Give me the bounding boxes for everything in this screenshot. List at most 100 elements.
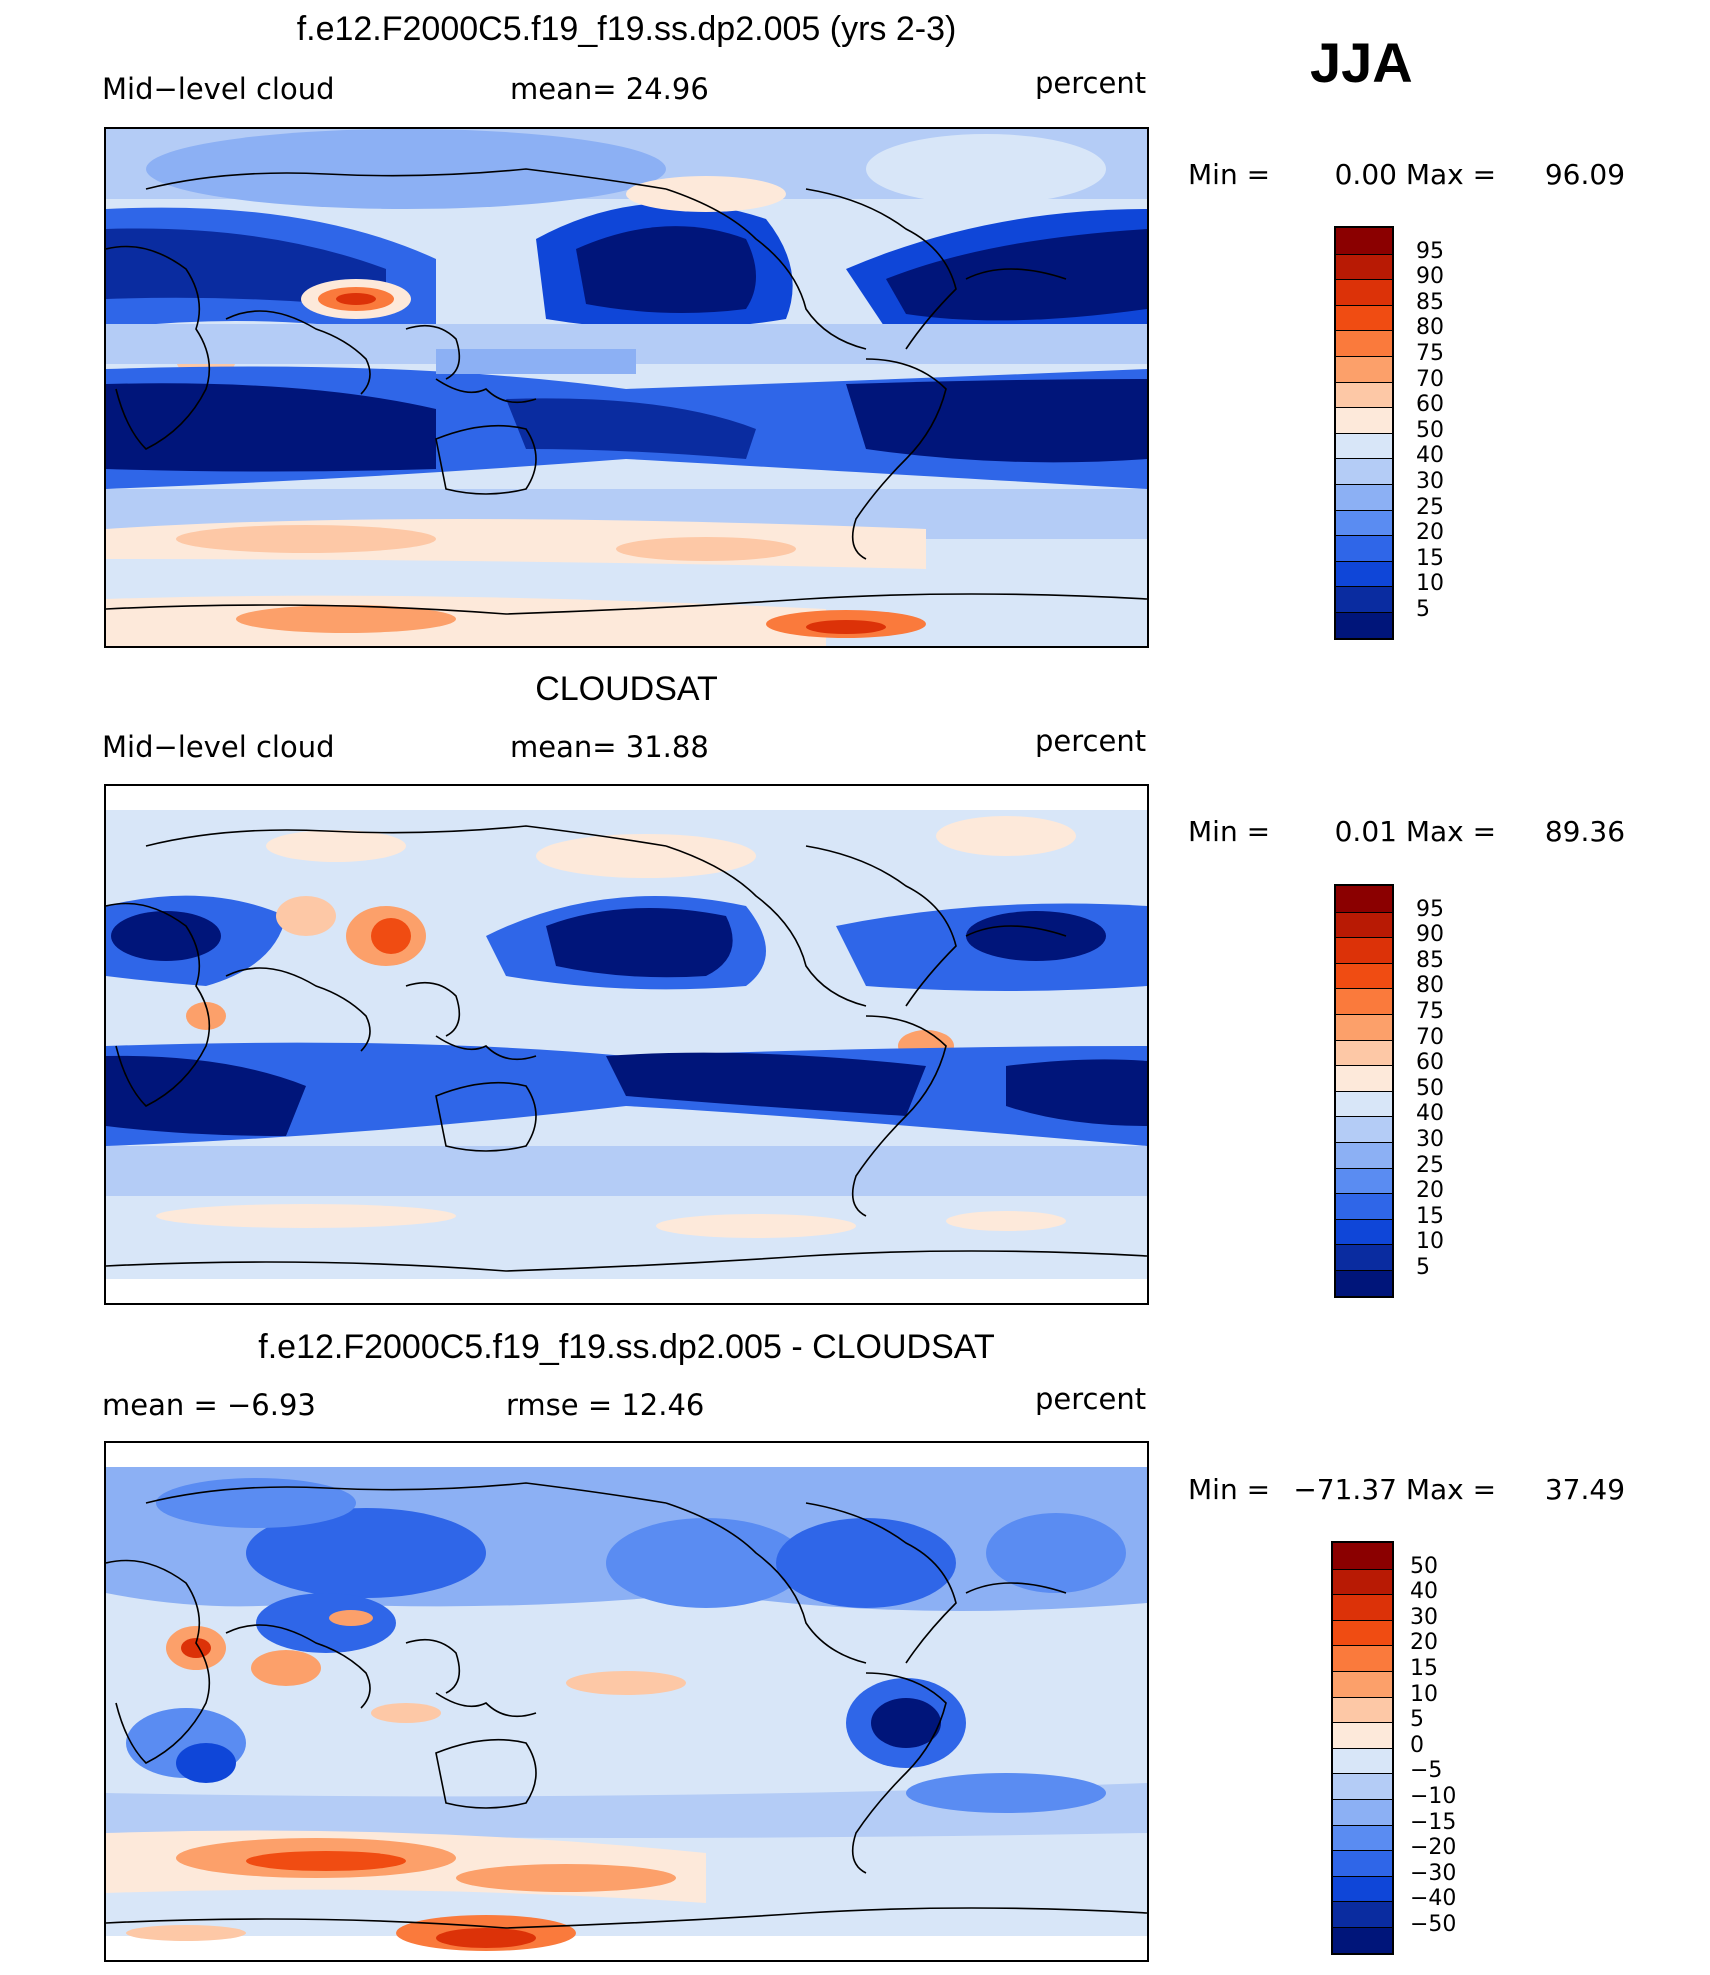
colorbar-tick-label: 70 (1416, 366, 1444, 392)
panel-1-max-value: 96.09 (1544, 158, 1626, 191)
panel-2-variable-label: Mid−level cloud (102, 730, 335, 764)
colorbar-tick-label: 50 (1410, 1553, 1438, 1579)
panel-3-map (104, 1441, 1149, 1962)
colorbar-tick-label: 70 (1416, 1024, 1444, 1050)
colorbar-tick-label: 10 (1410, 1681, 1438, 1707)
colorbar-tick-label: 15 (1416, 545, 1444, 571)
colorbar-swatch (1336, 962, 1392, 989)
panel-2-title: CLOUDSAT (535, 670, 718, 708)
colorbar-tick-label: 85 (1416, 947, 1444, 973)
colorbar-swatch (1336, 458, 1392, 484)
panel-2-minmax: Min = 0.01 Max = 89.36 (1188, 815, 1625, 848)
panel-1-map (104, 127, 1149, 648)
colorbar-tick-label: 10 (1416, 1229, 1444, 1255)
colorbar-tick-label: 95 (1416, 896, 1444, 922)
colorbar-swatch (1333, 1696, 1392, 1723)
colorbar-tick-label: 15 (1410, 1656, 1438, 1681)
colorbar-tick-label: −30 (1410, 1860, 1457, 1886)
colorbar-tick-label: 80 (1416, 315, 1444, 341)
panel-1-variable-label: Mid−level cloud (102, 72, 335, 106)
panel-3-map-svg (106, 1443, 1147, 1960)
colorbar-swatch (1336, 535, 1392, 561)
colorbar-swatch (1333, 1594, 1392, 1620)
panel-3-units-label: percent (1035, 1382, 1147, 1416)
season-label: JJA (1310, 31, 1413, 94)
panel-3-max-label: Max = (1405, 1473, 1497, 1506)
colorbar-swatch (1336, 937, 1392, 963)
colorbar-swatch (1333, 1568, 1392, 1595)
colorbar-swatch (1336, 509, 1392, 536)
panel-2-mean-label: mean= 31.88 (510, 730, 709, 764)
colorbar-tick-label: −20 (1410, 1835, 1457, 1861)
colorbar-tick-label: 75 (1416, 341, 1444, 366)
panel-1-map-svg (106, 129, 1147, 646)
panel-1-max-label: Max = (1405, 158, 1497, 191)
colorbar-tick-label: 20 (1410, 1630, 1438, 1656)
colorbar-swatch (1336, 1090, 1392, 1117)
colorbar-tick-label: −10 (1410, 1784, 1457, 1809)
colorbar-swatch (1336, 1013, 1392, 1040)
colorbar-tick-label: 50 (1416, 417, 1444, 443)
panel-3-mean-label: mean = −6.93 (102, 1388, 316, 1422)
colorbar-tick-label: 5 (1410, 1707, 1424, 1733)
colorbar-swatch (1333, 1722, 1392, 1748)
colorbar-swatch (1336, 304, 1392, 331)
colorbar-tick-label: 40 (1416, 443, 1444, 469)
colorbar-swatch (1336, 560, 1392, 587)
colorbar-tick-label: 30 (1410, 1604, 1438, 1630)
colorbar-tick-label: −15 (1410, 1809, 1457, 1835)
panel-3-min-label: Min = (1188, 1473, 1271, 1506)
colorbar-swatch (1336, 1244, 1392, 1270)
colorbar-swatch (1336, 911, 1392, 938)
colorbar-tick-label: 80 (1416, 973, 1444, 999)
colorbar-tick-label: 60 (1416, 392, 1444, 418)
panel-3-colorbar (1331, 1541, 1394, 1955)
panel-3-title: f.e12.F2000C5.f19_f19.ss.dp2.005 - CLOUD… (258, 1328, 995, 1366)
colorbar-swatch (1333, 1619, 1392, 1646)
colorbar-tick-label: −50 (1410, 1912, 1457, 1937)
colorbar-swatch (1336, 432, 1392, 459)
panel-2-max-value: 89.36 (1544, 815, 1626, 848)
panel-2-min-label: Min = (1188, 815, 1271, 848)
panel-3-rmse-label: rmse = 12.46 (506, 1388, 705, 1422)
colorbar-tick-label: 60 (1416, 1050, 1444, 1076)
colorbar-swatch (1336, 381, 1392, 408)
colorbar-tick-label: 20 (1416, 1178, 1444, 1204)
colorbar-swatch (1336, 1193, 1392, 1219)
colorbar-swatch (1333, 1901, 1392, 1927)
panel-1-min-value: 0.00 (1334, 158, 1397, 191)
colorbar-tick-label: 5 (1416, 1255, 1430, 1280)
colorbar-tick-label: 95 (1416, 238, 1444, 264)
colorbar-tick-label: 5 (1416, 597, 1430, 622)
colorbar-swatch (1333, 1798, 1392, 1825)
colorbar-tick-label: −5 (1410, 1758, 1443, 1784)
colorbar-swatch (1333, 1850, 1392, 1876)
colorbar-swatch (1336, 407, 1392, 433)
colorbar-tick-label: 30 (1416, 1127, 1444, 1152)
colorbar-tick-label: 10 (1416, 571, 1444, 597)
colorbar-swatch (1336, 1269, 1392, 1296)
panel-2-map (104, 784, 1149, 1305)
colorbar-tick-label: −40 (1410, 1886, 1457, 1912)
colorbar-swatch (1336, 330, 1392, 356)
colorbar-swatch (1336, 279, 1392, 305)
colorbar-swatch (1333, 1747, 1392, 1774)
colorbar-tick-label: 50 (1416, 1075, 1444, 1101)
panel-1-min-label: Min = (1188, 158, 1271, 191)
panel-2-colorbar (1334, 884, 1394, 1298)
panel-1-title: f.e12.F2000C5.f19_f19.ss.dp2.005 (yrs 2-… (296, 10, 957, 48)
colorbar-tick-label: 25 (1416, 1152, 1444, 1178)
colorbar-swatch (1336, 1218, 1392, 1245)
colorbar-tick-label: 0 (1410, 1732, 1424, 1758)
panel-2-units-label: percent (1035, 724, 1147, 758)
colorbar-swatch (1336, 586, 1392, 612)
colorbar-swatch (1336, 886, 1392, 912)
colorbar-swatch (1336, 1141, 1392, 1168)
colorbar-swatch (1336, 1116, 1392, 1142)
colorbar-swatch (1336, 988, 1392, 1014)
panel-3-minmax: Min = −71.37 Max = 37.49 (1188, 1473, 1625, 1506)
colorbar-tick-label: 75 (1416, 999, 1444, 1024)
colorbar-swatch (1336, 355, 1392, 382)
colorbar-tick-label: 40 (1410, 1579, 1438, 1605)
panel-1-colorbar (1334, 226, 1394, 640)
